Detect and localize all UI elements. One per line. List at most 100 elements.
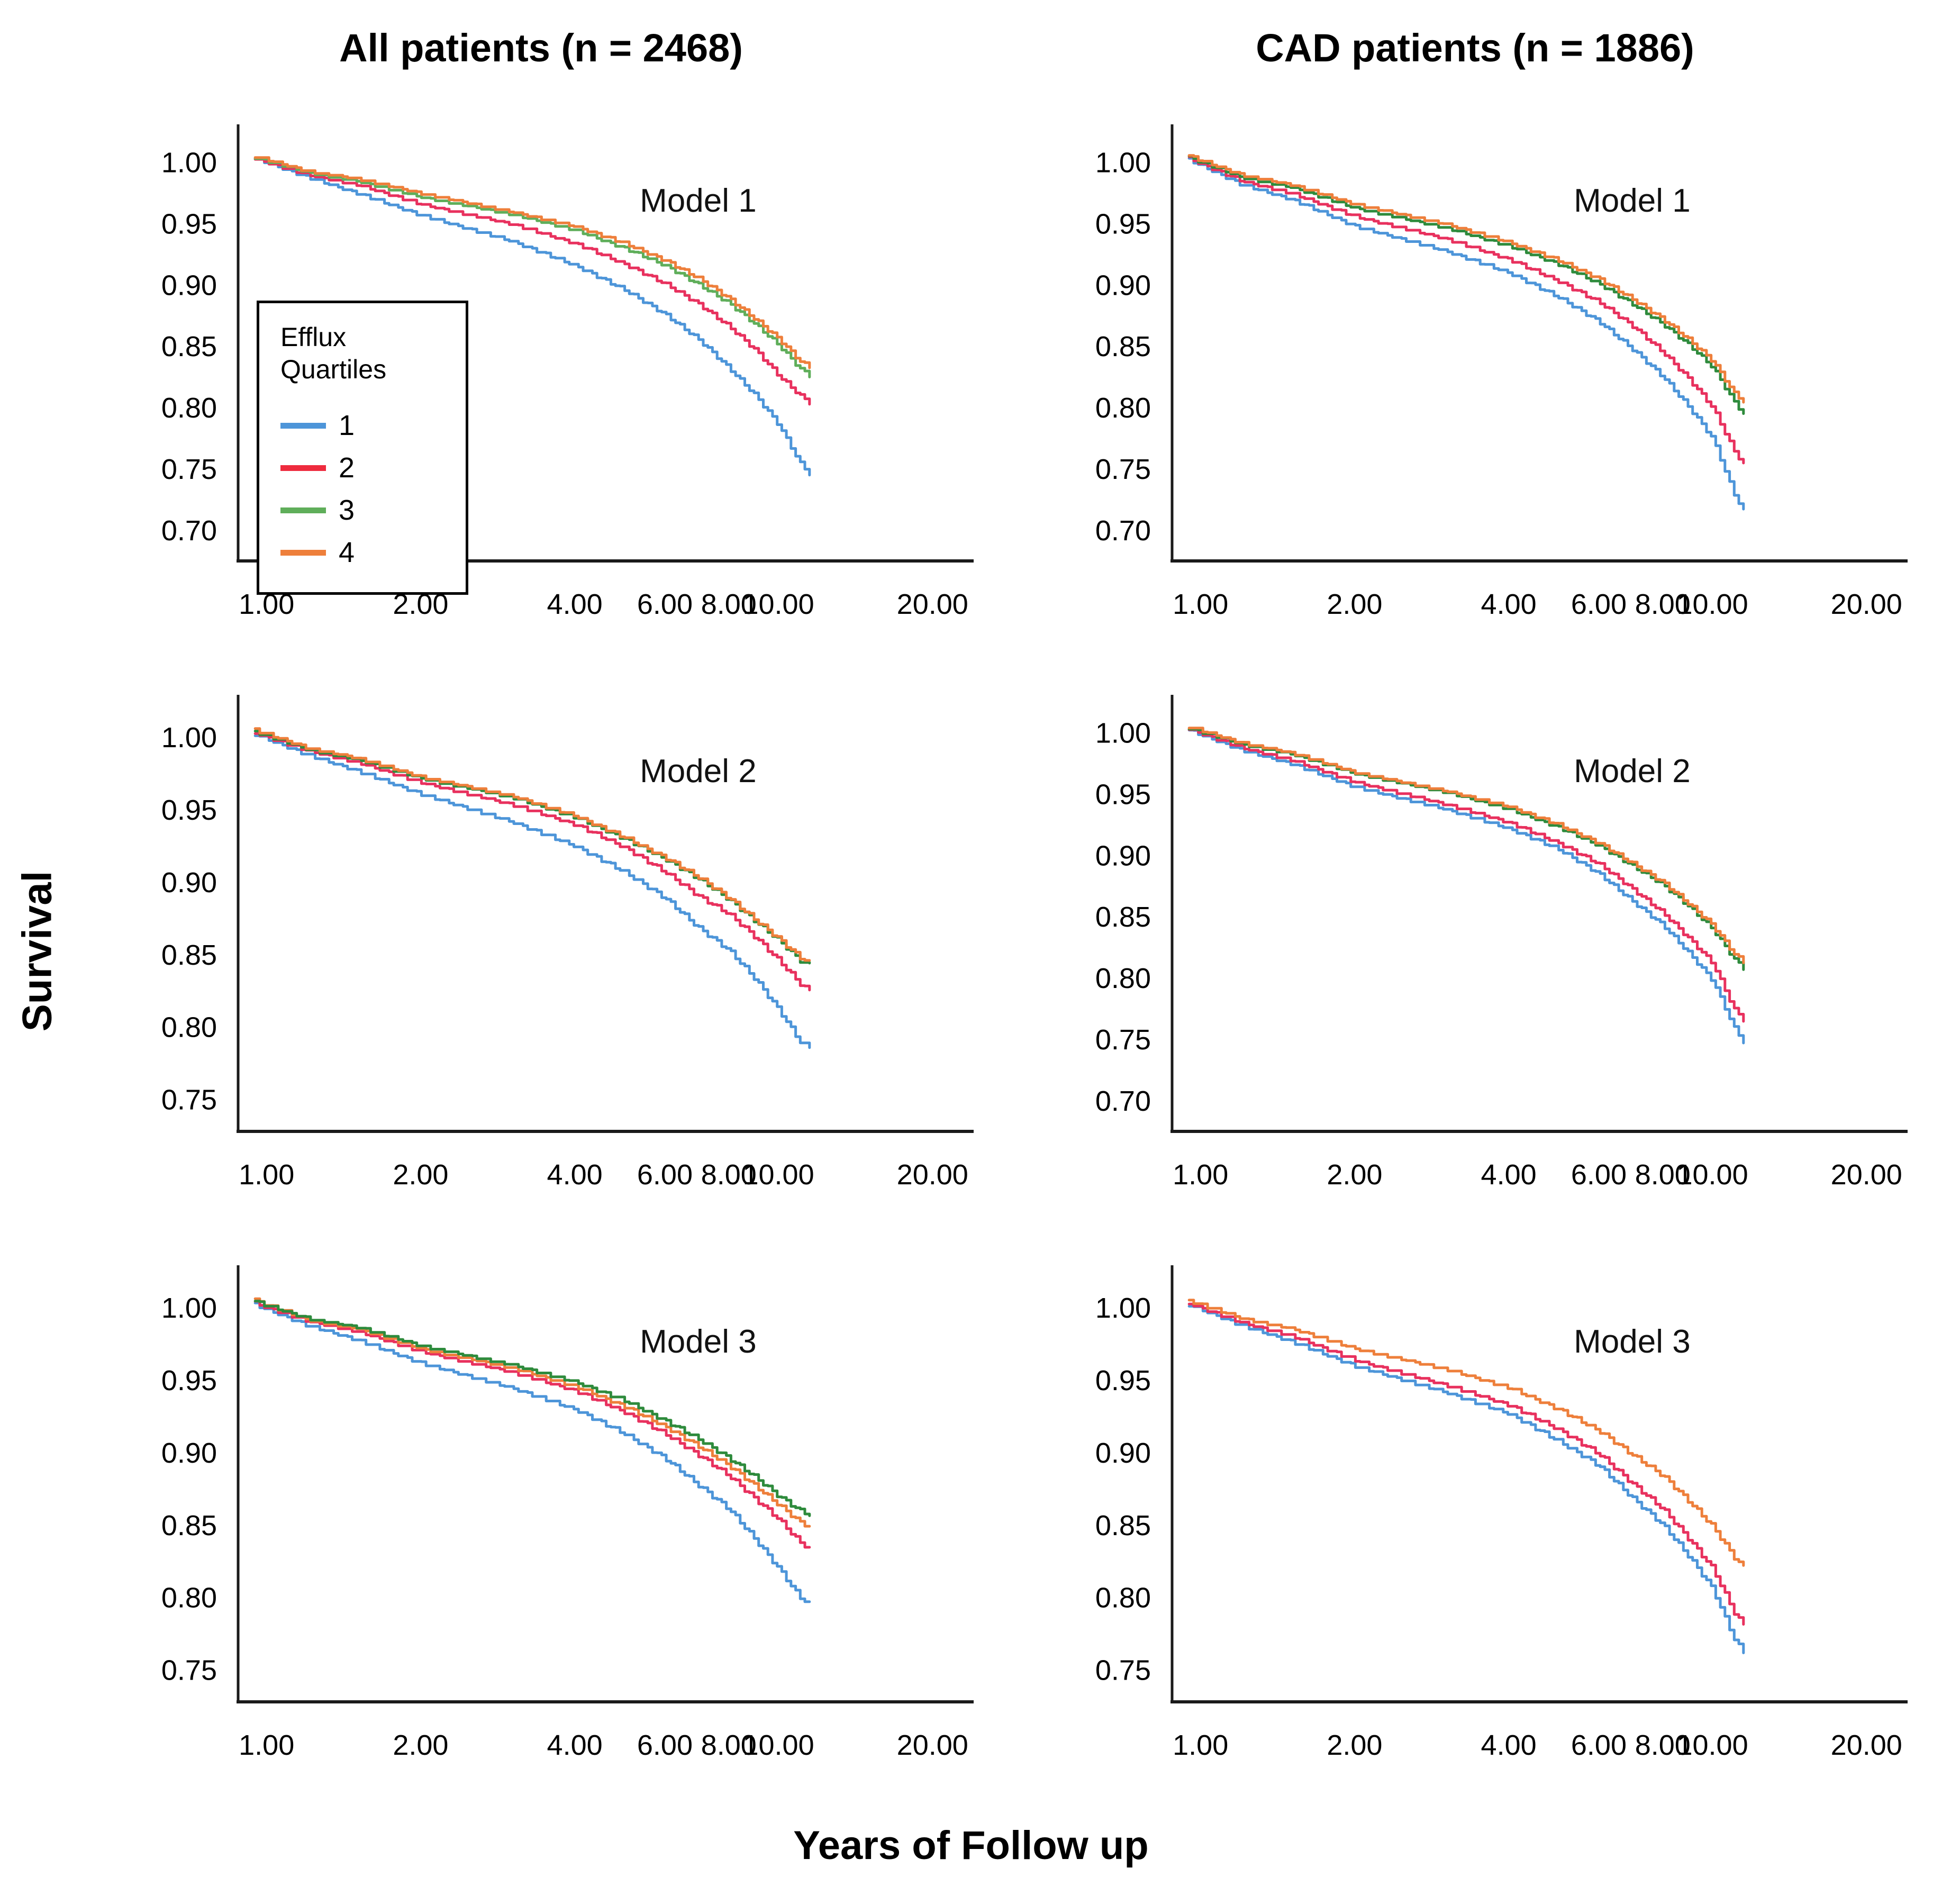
y-tick-label: 0.75: [1095, 454, 1151, 485]
x-tick-label: 4.00: [1481, 588, 1537, 620]
x-tick-label: 20.00: [897, 1159, 968, 1191]
y-axis-label-container: Survival: [0, 95, 74, 1807]
panel-cad-model1: 1.00 0.95 0.90 0.85 0.80 0.75 0.70 1.00 2.00 4.00…: [1008, 95, 1942, 666]
x-tick-label: 4.00: [547, 1159, 603, 1191]
y-tick-label: 0.90: [161, 867, 217, 899]
x-tick-label: 1.00: [239, 1159, 294, 1191]
km-plot-all-model2: 1.00 0.95 0.90 0.85 0.80 0.75 1.00 2.00 4.00 6.00…: [161, 695, 974, 1191]
km-curve-q3: [253, 157, 811, 378]
y-tick-label: 1.00: [161, 722, 217, 754]
y-tick-label: 0.80: [161, 1582, 217, 1614]
x-tick-label: 8.00: [701, 588, 757, 620]
x-tick-label: 20.00: [1831, 1159, 1902, 1191]
x-tick-label: 2.00: [1327, 1729, 1382, 1761]
km-curve-q1: [1187, 157, 1745, 511]
x-tick-label: 6.00: [637, 1159, 693, 1191]
km-curve-q2: [1187, 1302, 1745, 1626]
legend-title: Efflux Quartiles: [280, 322, 387, 384]
y-tick-label: 0.85: [161, 939, 217, 971]
y-tick-label: 0.75: [161, 1655, 217, 1687]
y-tick-label: 0.70: [1095, 1085, 1151, 1117]
y-tick-label: 0.75: [1095, 1655, 1151, 1687]
y-tick-label: 0.95: [161, 208, 217, 240]
efflux-quartiles-legend: Efflux Quartiles 1 2 3 4: [257, 301, 468, 595]
y-tick-label: 1.00: [1095, 147, 1151, 178]
x-tick-label: 6.00: [637, 1729, 693, 1761]
x-tick-label: 10.00: [742, 1159, 814, 1191]
x-tick-label: 2.00: [1327, 1159, 1382, 1191]
y-axis-label: Survival: [13, 871, 60, 1031]
model-annotation: Model 3: [640, 1323, 757, 1360]
y-tick-label: 0.80: [161, 1012, 217, 1044]
x-tick-label: 20.00: [1831, 1729, 1902, 1761]
y-tick-label: 0.80: [1095, 392, 1151, 424]
y-tick-label: 0.85: [1095, 901, 1151, 933]
km-curve-q4: [253, 727, 811, 962]
model-annotation: Model 1: [640, 183, 757, 219]
km-curve-q2: [253, 158, 811, 406]
y-tick-label: 0.70: [1095, 515, 1151, 547]
legend-item-quartile-2: 2: [280, 451, 455, 484]
x-tick-label: 2.00: [393, 1729, 448, 1761]
quartile-4-line-swatch: [280, 549, 326, 556]
column-title-cad-patients: CAD patients (n = 1886): [1256, 25, 1694, 70]
y-tick-label: 0.85: [1095, 1510, 1151, 1542]
model-annotation: Model 2: [1574, 753, 1691, 790]
x-tick-label: 10.00: [742, 1729, 814, 1761]
y-tick-label: 0.90: [1095, 1437, 1151, 1469]
x-tick-label: 6.00: [1571, 1729, 1627, 1761]
x-tick-label: 6.00: [1571, 1159, 1627, 1191]
x-tick-label: 2.00: [393, 1159, 448, 1191]
legend-item-quartile-1: 1: [280, 409, 455, 442]
x-tick-label: 10.00: [1676, 1159, 1748, 1191]
x-tick-label: 8.00: [1635, 588, 1691, 620]
model-annotation: Model 2: [640, 753, 757, 790]
km-curve-q2: [253, 732, 811, 992]
x-tick-label: 1.00: [1173, 1729, 1228, 1761]
x-tick-label: 8.00: [1635, 1729, 1691, 1761]
panel-all-model1: 1.00 0.95 0.90 0.85 0.80 0.75 0.70 1.00 2.00 4.00…: [74, 95, 1008, 666]
km-curve-q4: [1187, 1299, 1745, 1567]
x-tick-label: 4.00: [547, 1729, 603, 1761]
x-tick-label: 6.00: [637, 588, 693, 620]
x-tick-label: 10.00: [1676, 1729, 1748, 1761]
km-curve-q2: [1187, 155, 1745, 465]
km-plot-all-model1: 1.000.950.900.850.800.750.701.00 2.00 4.00…: [161, 124, 974, 620]
x-tick-label: 1.00: [239, 1729, 294, 1761]
x-axis-label: Years of Follow up: [793, 1823, 1149, 1868]
x-tick-label: 4.00: [547, 588, 603, 620]
y-tick-label: 0.85: [1095, 331, 1151, 362]
x-tick-label: 10.00: [1676, 588, 1748, 620]
legend-item-quartile-4: 4: [280, 536, 455, 569]
y-tick-label: 0.90: [161, 269, 217, 301]
km-plot-cad-model2: 1.00 0.95 0.90 0.85 0.80 0.75 0.70 1.00 2.00 4.00…: [1095, 695, 1908, 1191]
y-tick-label: 0.95: [1095, 778, 1151, 810]
y-tick-label: 0.80: [1095, 1582, 1151, 1614]
x-tick-label: 20.00: [897, 1729, 968, 1761]
km-curve-q4: [253, 156, 811, 369]
y-tick-label: 0.80: [161, 392, 217, 424]
panel-all-model3: 1.00 0.95 0.90 0.85 0.80 0.75 1.00 2.00 4.00 6.00…: [74, 1236, 1008, 1807]
km-plot-all-model3: 1.00 0.95 0.90 0.85 0.80 0.75 1.00 2.00 4.00 6.00…: [161, 1265, 974, 1761]
y-tick-label: 0.75: [161, 1084, 217, 1116]
km-curve-q1: [1187, 1304, 1745, 1654]
y-tick-label: 0.75: [161, 454, 217, 485]
y-tick-label: 0.95: [1095, 1365, 1151, 1397]
y-tick-label: 0.95: [161, 1365, 217, 1397]
km-curve-q1: [253, 734, 811, 1049]
y-tick-label: 1.00: [1095, 1292, 1151, 1324]
column-title-all-patients: All patients (n = 2468): [339, 25, 743, 70]
km-curve-q3: [1187, 728, 1745, 971]
km-curve-q1: [253, 1301, 811, 1603]
x-tick-label: 4.00: [1481, 1729, 1537, 1761]
x-tick-label: 20.00: [1831, 588, 1902, 620]
y-tick-label: 1.00: [1095, 717, 1151, 749]
x-tick-label: 4.00: [1481, 1159, 1537, 1191]
y-tick-label: 1.00: [161, 1292, 217, 1324]
y-tick-label: 0.90: [1095, 269, 1151, 301]
model-annotation: Model 1: [1574, 183, 1691, 219]
quartile-2-line-swatch: [280, 465, 326, 471]
panel-cad-model2: 1.00 0.95 0.90 0.85 0.80 0.75 0.70 1.00 2.00 4.00…: [1008, 666, 1942, 1236]
x-tick-label: 20.00: [897, 588, 968, 620]
